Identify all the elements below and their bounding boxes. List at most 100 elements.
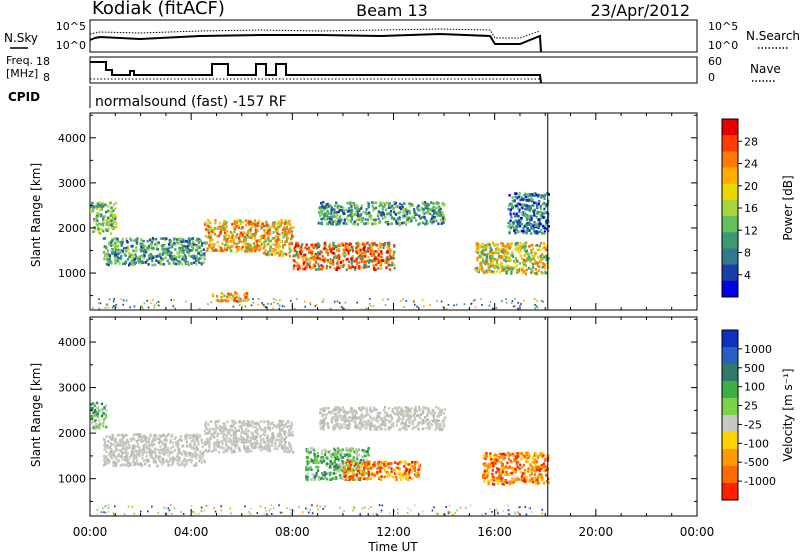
range-cell (339, 302, 341, 304)
range-cell (118, 449, 121, 452)
range-cell (344, 242, 347, 245)
range-cell (157, 300, 160, 303)
range-cell (308, 263, 311, 267)
range-cell (520, 218, 523, 222)
range-cell (107, 209, 110, 213)
range-cell (362, 470, 365, 473)
range-cell (151, 237, 154, 240)
range-cell (373, 266, 376, 270)
range-cell (374, 201, 378, 204)
range-cell (254, 435, 257, 438)
range-cell (232, 238, 235, 242)
range-cell (525, 199, 528, 202)
range-cell (504, 480, 507, 484)
range-cell (327, 260, 330, 264)
range-cell (214, 428, 217, 432)
range-cell (167, 463, 170, 467)
range-cell (172, 305, 175, 308)
range-cell (276, 239, 279, 242)
range-cell (342, 464, 345, 467)
range-cell (280, 433, 283, 436)
range-cell (334, 219, 337, 223)
range-cell (222, 451, 225, 454)
range-cell (152, 434, 155, 438)
range-cell (101, 422, 104, 426)
range-cell (346, 242, 349, 246)
power-heatmap (90, 113, 550, 310)
range-cell (517, 478, 520, 481)
range-cell (230, 245, 233, 248)
range-cell (543, 230, 546, 233)
range-cell (529, 194, 532, 198)
range-cell (279, 429, 282, 433)
range-cell (345, 222, 348, 226)
range-cell (227, 432, 230, 435)
range-cell (151, 439, 154, 443)
range-cell (229, 240, 232, 243)
range-cell (167, 243, 171, 246)
range-cell (130, 450, 133, 454)
range-cell (534, 192, 537, 195)
range-cell (244, 430, 247, 434)
range-cell (281, 251, 284, 255)
range-cell (242, 423, 245, 427)
range-cell (162, 252, 165, 255)
range-cell (134, 450, 138, 453)
range-cell (408, 470, 411, 474)
range-cell (220, 440, 223, 444)
range-cell (319, 214, 322, 217)
range-cell (382, 201, 385, 205)
range-cell (253, 244, 256, 248)
range-cell (256, 229, 259, 232)
range-cell (203, 450, 206, 453)
range-cell (515, 264, 518, 267)
range-cell (242, 441, 245, 445)
range-cell (96, 401, 99, 405)
range-cell (246, 425, 249, 428)
range-cell (327, 216, 330, 219)
range-cell (502, 243, 505, 246)
range-cell (266, 436, 269, 440)
range-cell (387, 202, 390, 205)
range-cell (524, 272, 527, 276)
range-cell (223, 426, 226, 429)
range-cell (133, 258, 136, 261)
range-cell (231, 425, 234, 428)
range-cell (509, 466, 512, 470)
range-cell (538, 230, 541, 234)
range-cell (320, 267, 324, 271)
range-cell (95, 411, 98, 414)
range-cell (149, 443, 152, 447)
range-cell (223, 238, 226, 241)
range-cell (233, 450, 236, 454)
range-cell (395, 205, 398, 209)
range-cell (127, 458, 130, 462)
range-cell (114, 221, 118, 224)
range-cell (196, 248, 199, 252)
range-cell (266, 427, 269, 430)
range-cell (424, 206, 427, 210)
range-cell (286, 425, 289, 429)
range-cell (246, 230, 249, 234)
range-cell (254, 221, 257, 225)
range-cell (540, 467, 543, 471)
range-cell (200, 461, 203, 464)
range-cell (269, 422, 272, 426)
range-cell (357, 255, 360, 259)
range-cell (333, 460, 336, 464)
range-cell (203, 443, 206, 446)
range-cell (256, 224, 259, 227)
range-cell (388, 243, 391, 246)
range-cell (200, 439, 203, 442)
range-cell (360, 462, 363, 465)
range-cell (103, 250, 106, 254)
range-cell (278, 254, 281, 257)
range-cell (546, 227, 549, 231)
range-cell (509, 213, 512, 216)
range-cell (166, 451, 169, 454)
range-cell (519, 463, 522, 467)
range-cell (329, 250, 332, 253)
range-cell (102, 205, 105, 208)
range-cell (267, 425, 270, 428)
range-cell (394, 461, 397, 464)
